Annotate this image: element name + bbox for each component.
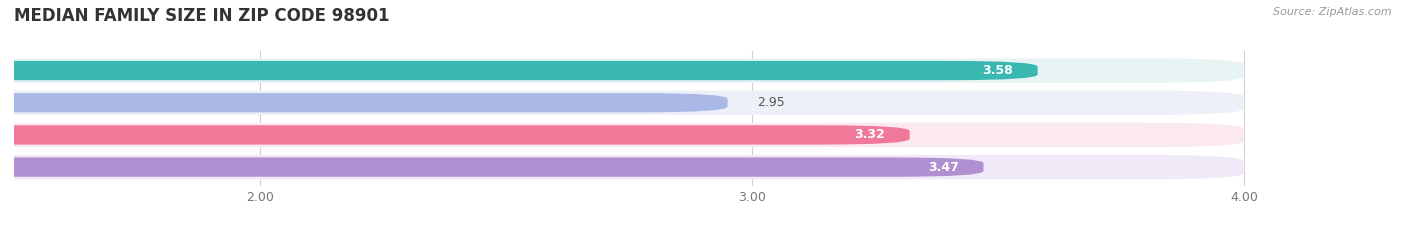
Text: Source: ZipAtlas.com: Source: ZipAtlas.com bbox=[1274, 7, 1392, 17]
Text: MEDIAN FAMILY SIZE IN ZIP CODE 98901: MEDIAN FAMILY SIZE IN ZIP CODE 98901 bbox=[14, 7, 389, 25]
FancyBboxPatch shape bbox=[0, 93, 728, 112]
FancyBboxPatch shape bbox=[0, 61, 1038, 80]
Text: 3.47: 3.47 bbox=[928, 161, 959, 174]
FancyBboxPatch shape bbox=[0, 123, 1244, 147]
FancyBboxPatch shape bbox=[0, 58, 1244, 83]
FancyBboxPatch shape bbox=[0, 125, 910, 144]
Text: 3.58: 3.58 bbox=[983, 64, 1014, 77]
FancyBboxPatch shape bbox=[0, 155, 1244, 179]
FancyBboxPatch shape bbox=[0, 90, 1244, 115]
FancyBboxPatch shape bbox=[0, 158, 984, 177]
Text: 2.95: 2.95 bbox=[758, 96, 785, 109]
Text: 3.32: 3.32 bbox=[855, 128, 886, 141]
